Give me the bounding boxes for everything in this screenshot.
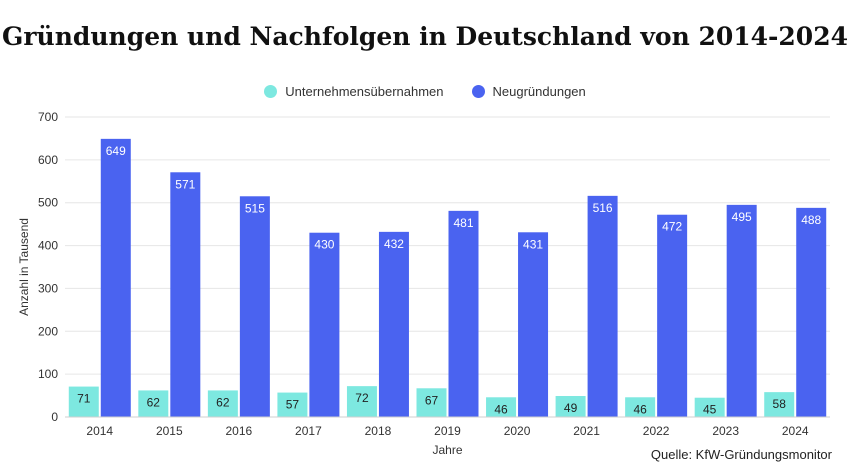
y-tick-label-300: 300	[38, 281, 58, 295]
data-label-neugruendungen-2014: 649	[106, 144, 126, 158]
x-tick-label-2015: 2015	[156, 424, 183, 438]
data-label-neugruendungen-2023: 495	[732, 210, 752, 224]
legend-swatch-series1	[264, 85, 278, 98]
legend-label-series1: Unternehmensübernahmen	[285, 84, 444, 99]
data-label-neugruendungen-2024: 488	[801, 213, 821, 227]
data-label-neugruendungen-2020: 431	[523, 237, 543, 251]
x-tick-label-2021: 2021	[573, 424, 600, 438]
data-label-neugruendungen-2021: 516	[593, 201, 613, 215]
data-label-uebernahmen-2024: 58	[773, 397, 787, 411]
x-tick-label-2023: 2023	[712, 424, 739, 438]
data-label-uebernahmen-2016: 62	[216, 395, 230, 409]
y-tick-label-600: 600	[38, 153, 58, 167]
data-label-neugruendungen-2016: 515	[245, 201, 265, 215]
bar-neugruendungen-2017	[309, 232, 340, 417]
bar-neugruendungen-2016	[239, 196, 270, 417]
y-tick-label-500: 500	[38, 196, 58, 210]
bar-uebernahmen-2021	[555, 396, 586, 417]
y-tick-label-400: 400	[38, 239, 58, 253]
legend: Unternehmensübernahmen Neugründungen	[0, 84, 850, 99]
x-tick-label-2022: 2022	[643, 424, 670, 438]
x-axis-label: Jahre	[432, 443, 462, 457]
bar-uebernahmen-2016	[207, 390, 238, 417]
bar-neugruendungen-2022	[657, 214, 688, 417]
bar-neugruendungen-2015	[170, 172, 201, 417]
y-tick-label-200: 200	[38, 324, 58, 338]
y-tick-label-0: 0	[51, 410, 58, 424]
bar-neugruendungen-2018	[378, 231, 409, 417]
chart-title: Gründungen und Nachfolgen in Deutschland…	[2, 22, 848, 51]
data-label-uebernahmen-2018: 72	[355, 391, 369, 405]
data-label-neugruendungen-2019: 481	[453, 216, 473, 230]
legend-swatch-series2	[471, 85, 485, 98]
bar-neugruendungen-2024	[796, 207, 827, 417]
data-label-neugruendungen-2018: 432	[384, 237, 404, 251]
legend-label-series2: Neugründungen	[492, 84, 586, 99]
bar-uebernahmen-2023	[694, 397, 725, 417]
x-tick-label-2014: 2014	[86, 424, 113, 438]
legend-item-unternehmensuebernahmen: Unternehmensübernahmen	[264, 84, 444, 99]
bar-neugruendungen-2021	[587, 195, 618, 417]
bar-uebernahmen-2022	[625, 397, 656, 417]
bar-uebernahmen-2020	[486, 397, 517, 417]
source-note: Quelle: KfW-Gründungsmonitor	[650, 447, 832, 462]
bar-uebernahmen-2014	[68, 386, 99, 417]
data-label-uebernahmen-2020: 46	[494, 402, 508, 416]
bar-neugruendungen-2023	[726, 204, 757, 417]
x-tick-label-2017: 2017	[295, 424, 322, 438]
bar-uebernahmen-2019	[416, 388, 447, 417]
bar-neugruendungen-2020	[518, 232, 549, 417]
data-label-uebernahmen-2017: 57	[286, 398, 300, 412]
data-label-uebernahmen-2014: 71	[77, 392, 91, 406]
x-tick-label-2024: 2024	[782, 424, 809, 438]
bar-neugruendungen-2019	[448, 210, 479, 417]
y-tick-label-100: 100	[38, 367, 58, 381]
x-tick-label-2016: 2016	[226, 424, 253, 438]
x-tick-label-2019: 2019	[434, 424, 461, 438]
x-tick-label-2018: 2018	[365, 424, 392, 438]
data-label-neugruendungen-2022: 472	[662, 220, 682, 234]
bar-uebernahmen-2015	[138, 390, 169, 417]
data-label-neugruendungen-2015: 571	[175, 177, 195, 191]
data-label-uebernahmen-2019: 67	[425, 393, 439, 407]
bar-neugruendungen-2014	[100, 138, 131, 417]
data-label-uebernahmen-2021: 49	[564, 401, 578, 415]
y-axis-label: Anzahl in Tausend	[17, 218, 31, 316]
bar-uebernahmen-2017	[277, 392, 308, 417]
x-tick-label-2020: 2020	[504, 424, 531, 438]
data-label-uebernahmen-2022: 46	[633, 402, 647, 416]
data-label-neugruendungen-2017: 430	[314, 238, 334, 252]
data-label-uebernahmen-2023: 45	[703, 403, 717, 417]
bar-uebernahmen-2018	[346, 386, 377, 417]
data-label-uebernahmen-2015: 62	[147, 395, 161, 409]
legend-item-neugruendungen: Neugründungen	[471, 84, 586, 99]
y-tick-label-700: 700	[38, 110, 58, 124]
bar-uebernahmen-2024	[764, 392, 795, 417]
